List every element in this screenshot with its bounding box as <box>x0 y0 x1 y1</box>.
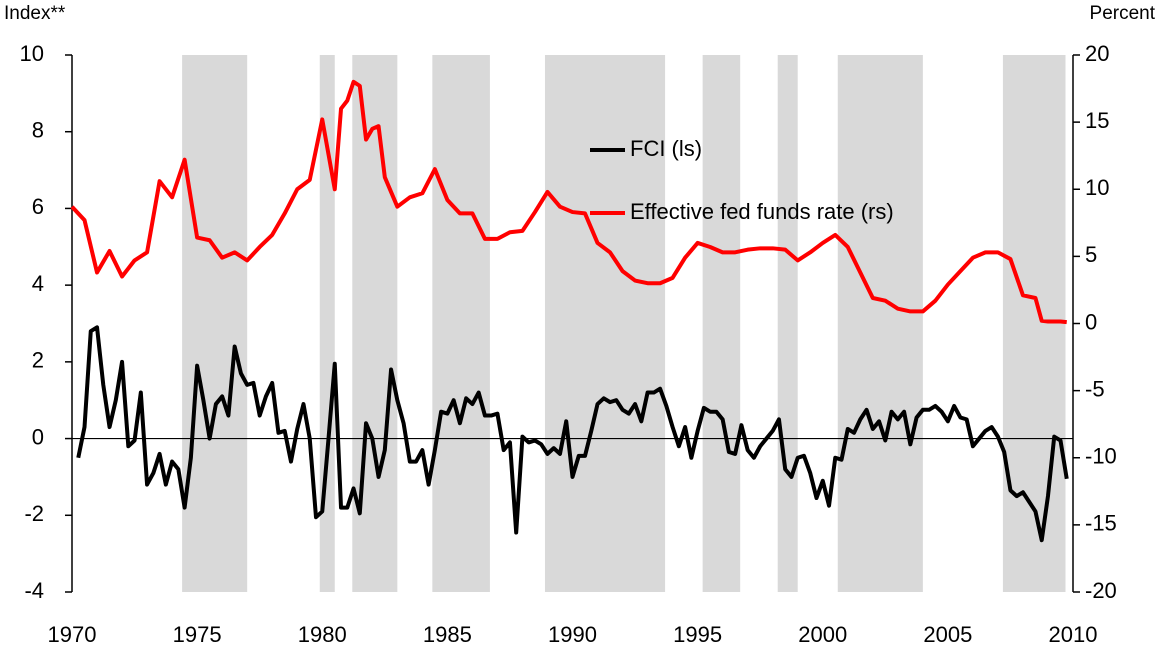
y2-tick-label: -15 <box>1085 511 1117 536</box>
y2-tick-label: 5 <box>1085 242 1097 267</box>
legend-label: Effective fed funds rate (rs) <box>630 199 894 224</box>
x-tick-label: 2000 <box>798 622 847 647</box>
y-tick-label: 4 <box>32 271 44 296</box>
y2-tick-label: 15 <box>1085 108 1109 133</box>
y2-tick-label: -10 <box>1085 444 1117 469</box>
x-tick-label: 1985 <box>423 622 472 647</box>
shaded-period <box>702 55 741 592</box>
y2-tick-label: 20 <box>1085 41 1109 66</box>
series-line <box>76 325 1069 543</box>
y2-axis-label: Percent <box>1090 3 1156 24</box>
y-tick-label: 10 <box>20 41 44 66</box>
shaded-period <box>1002 55 1066 592</box>
x-tick-label: 2005 <box>923 622 972 647</box>
y-tick-label: 0 <box>32 424 44 449</box>
shaded-period <box>544 55 666 592</box>
series-line <box>70 79 1067 325</box>
y-tick-label: 8 <box>32 118 44 143</box>
x-tick-label: 2010 <box>1049 622 1098 647</box>
shaded-period <box>777 55 798 592</box>
y-tick-label: -2 <box>24 501 44 526</box>
shaded-period <box>319 55 335 592</box>
x-tick-label: 1990 <box>548 622 597 647</box>
y2-tick-label: -20 <box>1085 578 1117 603</box>
legend-label: FCI (ls) <box>630 136 702 161</box>
y2-tick-label: -5 <box>1085 376 1105 401</box>
y-axis-label: Index** <box>4 3 66 24</box>
shaded-period <box>432 55 490 592</box>
y-tick-label: -4 <box>24 578 44 603</box>
y-tick-label: 2 <box>32 348 44 373</box>
x-tick-label: 1975 <box>173 622 222 647</box>
y2-tick-label: 10 <box>1085 175 1109 200</box>
shaded-period <box>182 55 248 592</box>
x-tick-label: 1980 <box>298 622 347 647</box>
shaded-period <box>837 55 923 592</box>
x-tick-label: 1995 <box>673 622 722 647</box>
x-tick-label: 1970 <box>48 622 97 647</box>
y-tick-label: 6 <box>32 194 44 219</box>
y2-tick-label: 0 <box>1085 309 1097 334</box>
